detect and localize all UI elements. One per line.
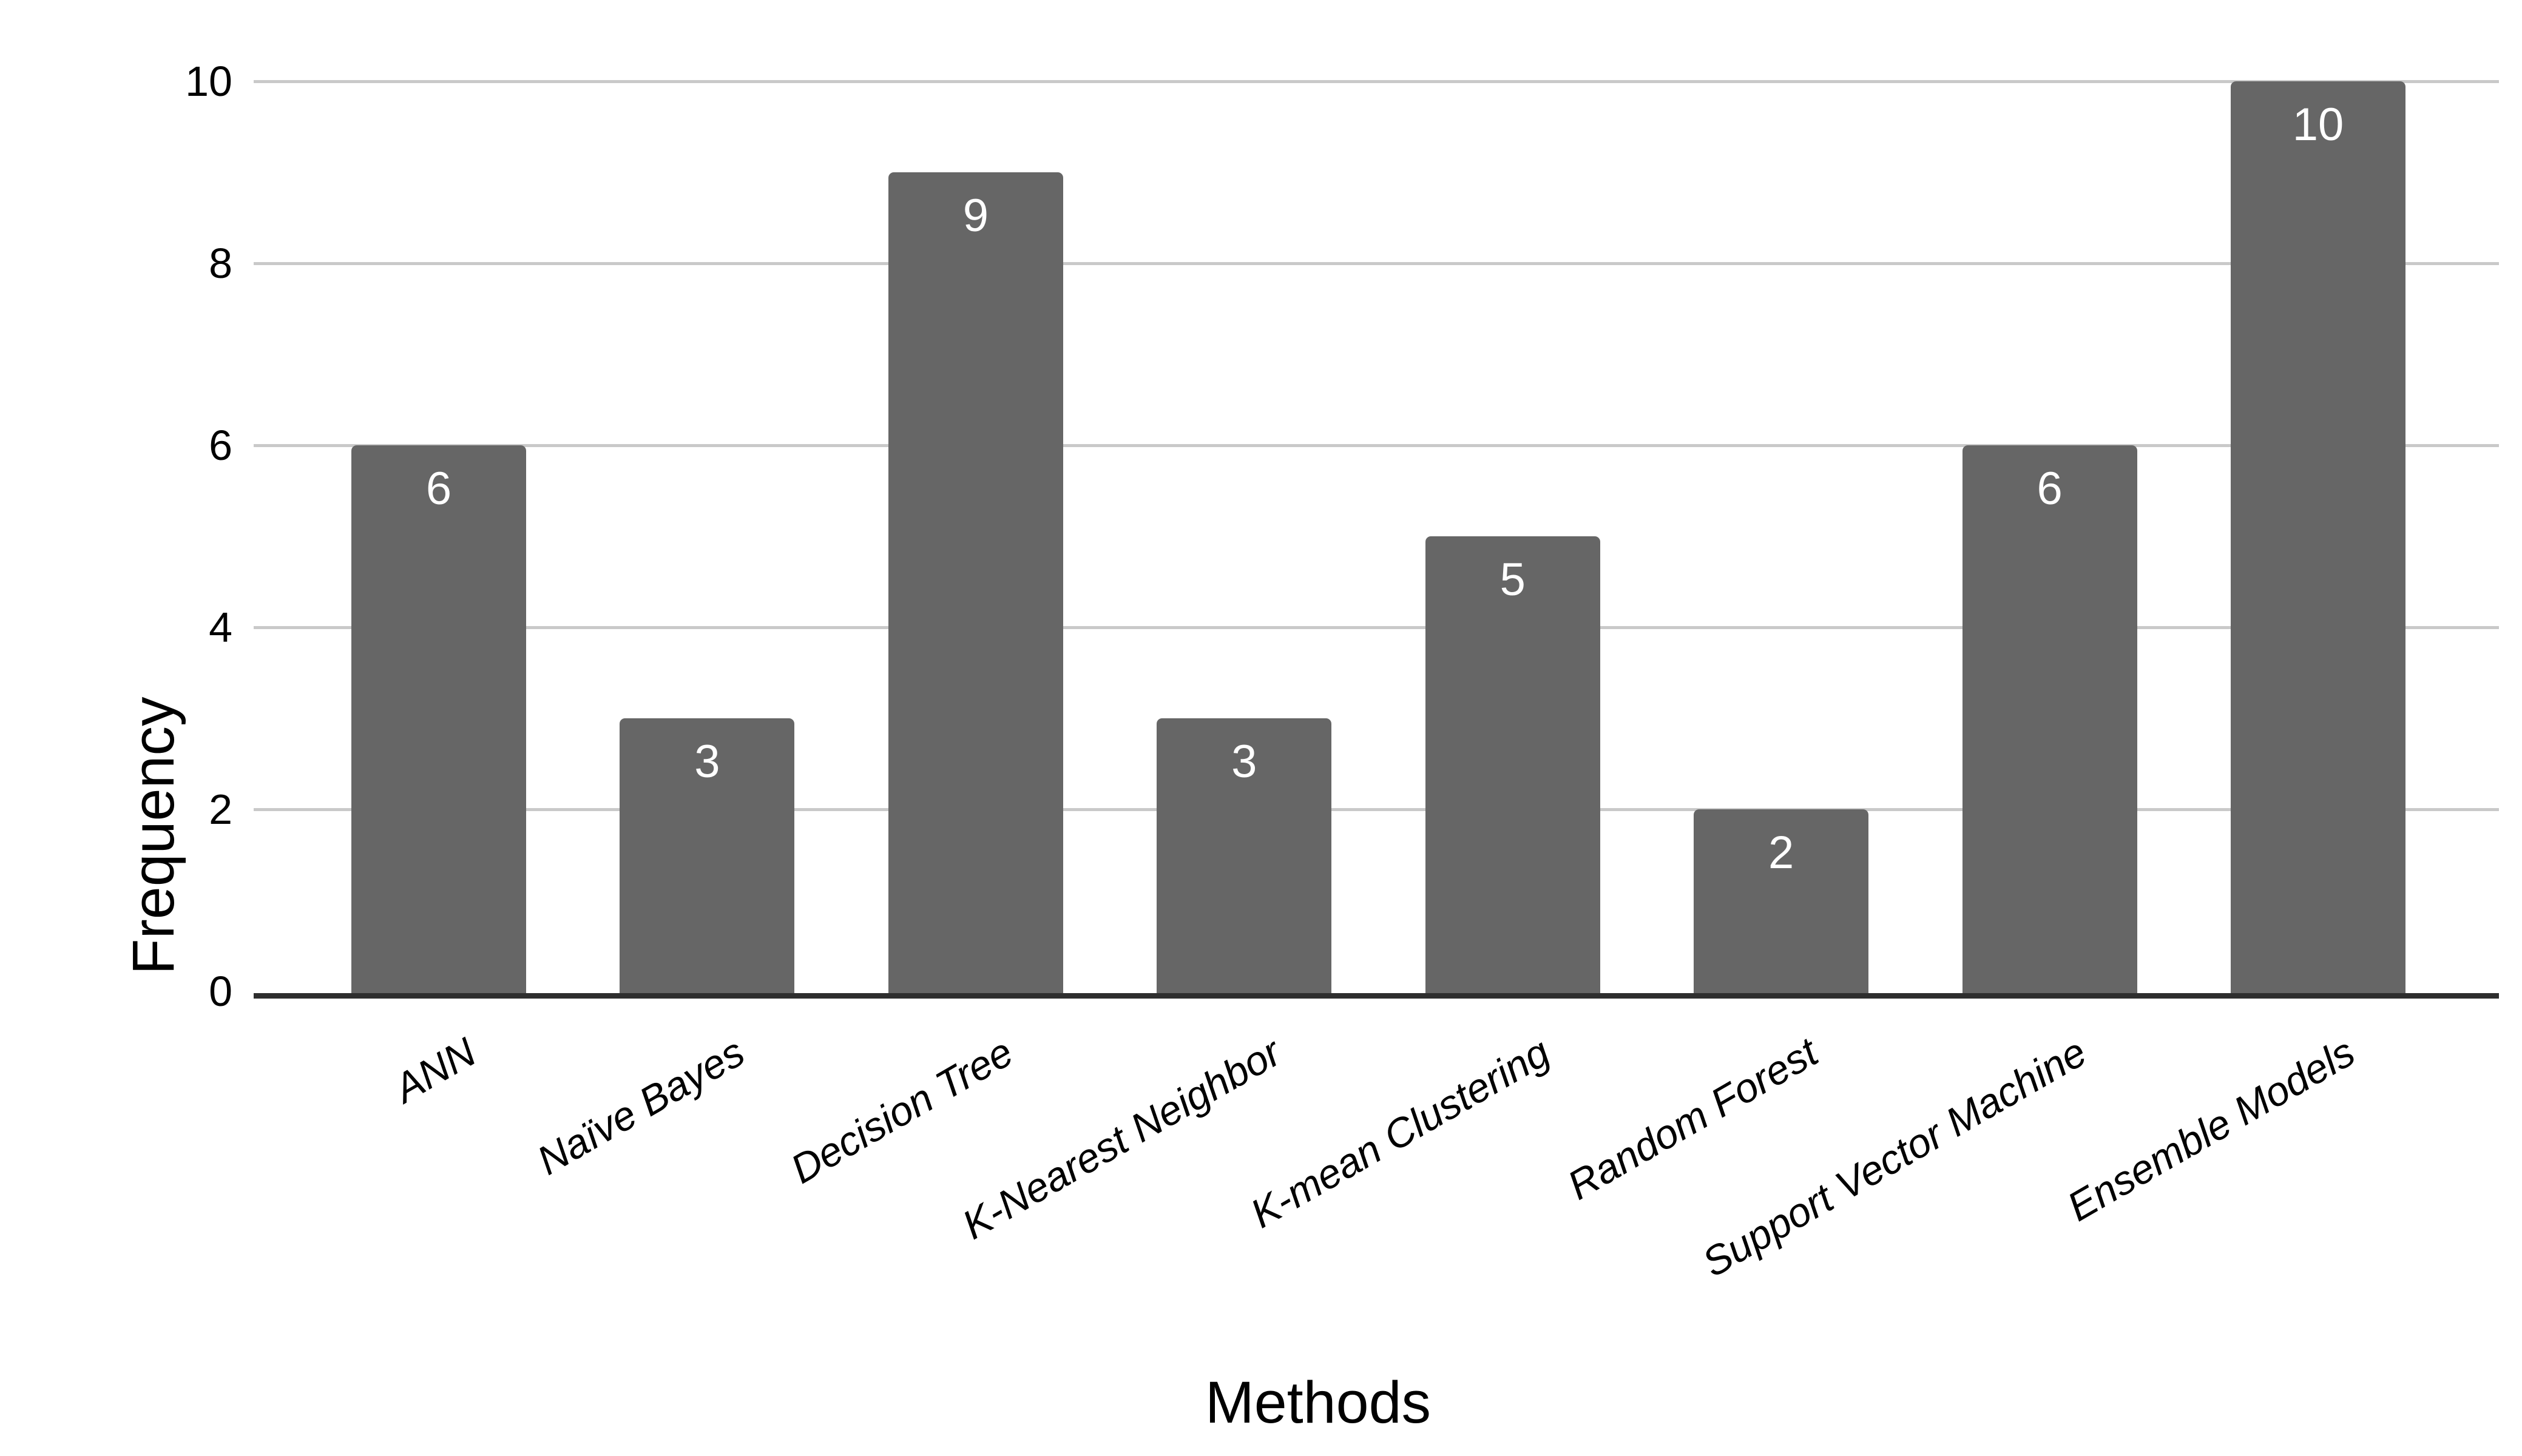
x-tick-label: ANN — [386, 1029, 484, 1112]
bar — [1157, 718, 1332, 993]
bar-value-label: 2 — [1768, 827, 1794, 878]
bar — [2231, 81, 2405, 993]
x-axis-title: Methods — [1205, 1369, 1432, 1435]
y-tick-label: 4 — [209, 604, 232, 651]
bar — [1962, 445, 2137, 993]
x-axis-line — [254, 993, 2499, 999]
bar-value-label: 5 — [1499, 554, 1526, 605]
bar — [888, 172, 1063, 993]
x-tick-label: K-mean Clustering — [1243, 1029, 1558, 1237]
x-tick-label: Decision Tree — [783, 1029, 1021, 1193]
bar-value-label: 6 — [2037, 463, 2063, 514]
y-tick-label: 10 — [185, 58, 232, 105]
gridline — [254, 261, 2499, 265]
bar — [1694, 809, 1869, 993]
gridline — [254, 625, 2499, 629]
bar-value-label: 3 — [694, 736, 720, 787]
y-tick-label: 2 — [209, 786, 232, 833]
y-tick-label: 0 — [209, 968, 232, 1015]
gridline — [254, 443, 2499, 447]
y-tick-label: 6 — [209, 422, 232, 469]
bar — [351, 445, 526, 993]
bar-value-label: 9 — [962, 190, 989, 241]
x-tick-label: Random Forest — [1560, 1029, 1826, 1209]
y-axis-title: Frequency — [120, 696, 187, 975]
bar-value-label: 6 — [425, 463, 452, 514]
x-tick-label: Ensemble Models — [2060, 1029, 2363, 1230]
x-tick-label: Naïve Bayes — [529, 1029, 752, 1184]
gridline — [254, 79, 2499, 83]
bar-value-label: 10 — [2292, 99, 2344, 150]
gridline — [254, 807, 2499, 811]
bar — [1425, 536, 1600, 993]
bar — [620, 718, 795, 993]
y-tick-label: 8 — [209, 240, 232, 287]
bar-value-label: 3 — [1231, 736, 1257, 787]
